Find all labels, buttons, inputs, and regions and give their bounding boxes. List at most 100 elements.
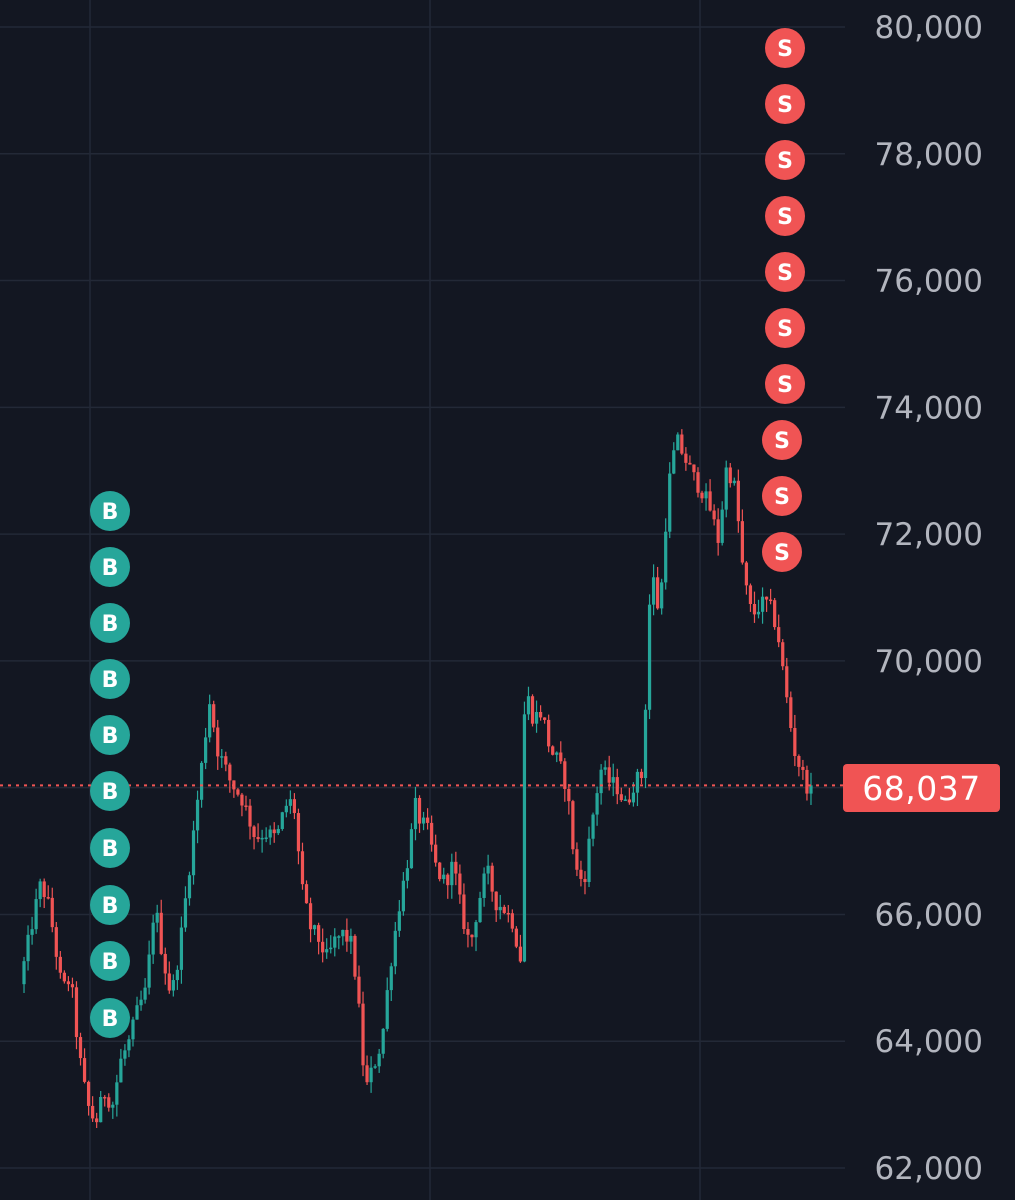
candle-body [46,897,50,899]
buy-marker-label: B [102,1007,119,1032]
candle-body [381,1028,385,1054]
buy-marker-circle [90,771,130,811]
candle-body [163,953,167,974]
grid [0,0,845,1200]
buy-marker-circle [90,547,130,587]
candle-body [260,837,264,840]
candle-body [801,766,805,770]
candle-body [805,769,809,794]
candle-body [571,801,575,850]
candle-body [50,897,54,928]
candle-body [191,830,196,876]
candle-body [660,582,664,609]
price-axis-tick-label: 62,000 [875,1151,983,1187]
sell-marker: S [762,532,802,572]
buy-marker-circle [90,715,130,755]
candle-body [187,875,192,899]
candle-body [401,880,405,912]
candle-body [425,817,430,823]
buy-marker: B [90,659,130,699]
candle-body [720,509,724,543]
candle-body [199,762,204,800]
candle-body [115,1082,119,1105]
candle-body [385,990,389,1029]
buy-marker-circle [90,659,130,699]
sell-marker: S [762,420,802,460]
candle-body [567,788,571,802]
candle-body [353,935,357,977]
candle-body [66,981,71,985]
buy-marker: B [90,941,130,981]
candle-body [159,912,163,954]
candle-body [107,1097,111,1108]
buy-marker: B [90,771,130,811]
sell-marker: S [765,140,805,180]
sell-marker-circle [765,28,805,68]
candle-body [438,862,442,880]
buy-marker: B [90,603,130,643]
candle-body [357,976,361,1004]
buy-marker-circle [90,603,130,643]
candle-body [389,966,393,991]
candle-body [579,869,583,879]
candle-body [442,874,446,880]
buy-marker: B [90,828,130,868]
candle-body [280,812,284,829]
candle-body [272,829,276,834]
candle-body [627,799,631,803]
candle-body [724,467,728,510]
sell-marker-label: S [777,373,793,398]
candle-body [240,794,244,806]
candle-body [474,922,478,938]
candle-body [224,756,228,765]
candle-body [361,1003,365,1066]
sell-marker-circle [765,252,805,292]
buy-marker: B [90,715,130,755]
sell-marker-label: S [774,485,790,510]
sell-marker-label: S [777,205,793,230]
candle-body [538,711,543,718]
price-axis-tick-label: 74,000 [875,390,983,426]
candle-body [716,519,720,543]
candle-body [450,861,454,886]
candle-body [700,492,704,499]
candle-body [458,873,462,895]
sell-marker: S [765,196,805,236]
buy-marker-label: B [102,724,119,749]
candle-body [95,1118,99,1123]
candle-body [551,746,555,755]
candle-body [175,969,179,981]
candle-body [139,999,143,1006]
candle-body [244,805,248,808]
candle-body [680,434,684,454]
price-axis[interactable]: 62,000 64,000 66,000 70,000 72,000 74,000 76,0… [875,10,983,1187]
sell-marker: S [765,84,805,124]
candle-body [236,789,240,795]
current-price-label: 68,037 [843,764,1000,812]
sell-marker-label: S [777,93,793,118]
candle-body [676,434,680,451]
sell-marker-label: S [777,261,793,286]
buy-marker-label: B [102,500,119,525]
candle-body [204,737,208,763]
sell-marker-circle [765,84,805,124]
candle-body [482,873,486,898]
candle-body [688,462,692,465]
candle-body [454,861,458,874]
candle-body [430,822,434,845]
candle-body [559,752,563,762]
buy-marker: B [90,491,130,531]
candle-body [220,756,224,758]
candle-body [740,521,744,563]
candle-body [656,577,660,609]
candle-body [785,666,789,698]
buy-marker-circle [90,941,130,981]
candle-body [131,1019,135,1040]
candle-body [409,829,414,869]
candle-body [470,934,474,938]
candle-body [397,911,401,931]
candle-body [333,936,337,948]
candle-body [212,704,216,728]
